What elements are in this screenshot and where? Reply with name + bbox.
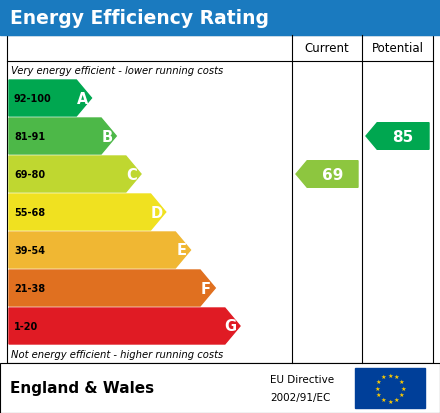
- Text: 39-54: 39-54: [14, 245, 45, 255]
- Text: C: C: [126, 167, 137, 182]
- Bar: [7, 36, 433, 363]
- Text: 92-100: 92-100: [14, 94, 52, 104]
- Polygon shape: [9, 233, 191, 268]
- Polygon shape: [9, 119, 116, 154]
- Polygon shape: [9, 195, 166, 230]
- Text: Very energy efficient - lower running costs: Very energy efficient - lower running co…: [11, 66, 223, 76]
- Text: B: B: [101, 129, 113, 144]
- Text: ★: ★: [399, 392, 404, 397]
- Text: A: A: [77, 91, 88, 106]
- Text: 2002/91/EC: 2002/91/EC: [270, 392, 330, 402]
- Polygon shape: [296, 161, 358, 188]
- Text: ★: ★: [400, 386, 406, 391]
- Text: ★: ★: [399, 379, 404, 384]
- Text: EU Directive: EU Directive: [270, 374, 334, 384]
- Text: Potential: Potential: [371, 43, 423, 55]
- Text: ★: ★: [394, 374, 400, 379]
- Text: 85: 85: [392, 129, 414, 144]
- Text: D: D: [150, 205, 162, 220]
- Text: ★: ★: [387, 399, 393, 404]
- Text: G: G: [224, 319, 237, 334]
- Bar: [355, 368, 425, 408]
- Text: 1-20: 1-20: [14, 321, 38, 331]
- Text: ★: ★: [376, 392, 381, 397]
- Text: ★: ★: [376, 379, 381, 384]
- Text: England & Wales: England & Wales: [10, 380, 154, 396]
- Text: 81-91: 81-91: [14, 132, 45, 142]
- Text: F: F: [201, 281, 211, 296]
- Polygon shape: [9, 271, 215, 306]
- Text: 69-80: 69-80: [14, 170, 45, 180]
- Text: 69: 69: [322, 167, 343, 182]
- Text: ★: ★: [381, 374, 386, 379]
- Text: Not energy efficient - higher running costs: Not energy efficient - higher running co…: [11, 349, 223, 359]
- Text: Energy Efficiency Rating: Energy Efficiency Rating: [10, 9, 269, 27]
- Text: ★: ★: [381, 397, 386, 402]
- Polygon shape: [9, 157, 141, 192]
- Text: 21-38: 21-38: [14, 283, 45, 293]
- Text: Current: Current: [304, 43, 349, 55]
- Bar: [0, 363, 440, 413]
- Text: E: E: [176, 243, 186, 258]
- Text: ★: ★: [387, 373, 393, 377]
- Bar: [0, 0, 440, 36]
- Polygon shape: [9, 81, 92, 117]
- Text: ★: ★: [394, 397, 400, 402]
- Text: ★: ★: [374, 386, 380, 391]
- Polygon shape: [9, 308, 240, 344]
- Polygon shape: [366, 123, 429, 150]
- Text: 55-68: 55-68: [14, 207, 45, 218]
